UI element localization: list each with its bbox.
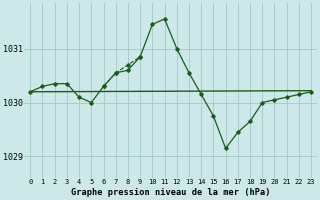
X-axis label: Graphe pression niveau de la mer (hPa): Graphe pression niveau de la mer (hPa) <box>71 188 270 197</box>
